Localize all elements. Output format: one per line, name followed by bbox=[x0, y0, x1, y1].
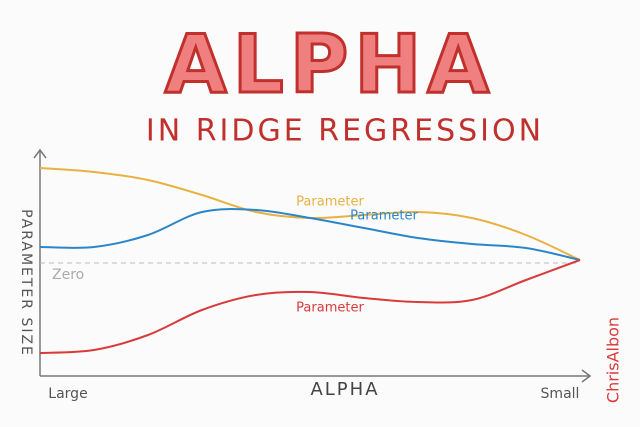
chart-subtitle: IN RIDGE REGRESSION bbox=[146, 114, 544, 149]
x-tick-label: Large bbox=[48, 386, 87, 402]
x-tick-label: Small bbox=[541, 386, 580, 402]
x-axis-label: ALPHA bbox=[310, 379, 379, 400]
zero-label: Zero bbox=[52, 267, 84, 283]
series-label: Parameter bbox=[296, 195, 364, 210]
series-label: Parameter bbox=[350, 209, 418, 224]
series-line bbox=[39, 259, 581, 354]
series-label: Parameter bbox=[296, 301, 364, 316]
series-line bbox=[39, 208, 581, 261]
y-arrow bbox=[33, 148, 47, 159]
chart-title: ALPHA bbox=[165, 18, 495, 111]
y-axis-label: PARAMETER SIZE bbox=[18, 209, 34, 357]
credit: ChrisAlbon bbox=[604, 317, 623, 403]
x-arrow bbox=[581, 369, 592, 383]
